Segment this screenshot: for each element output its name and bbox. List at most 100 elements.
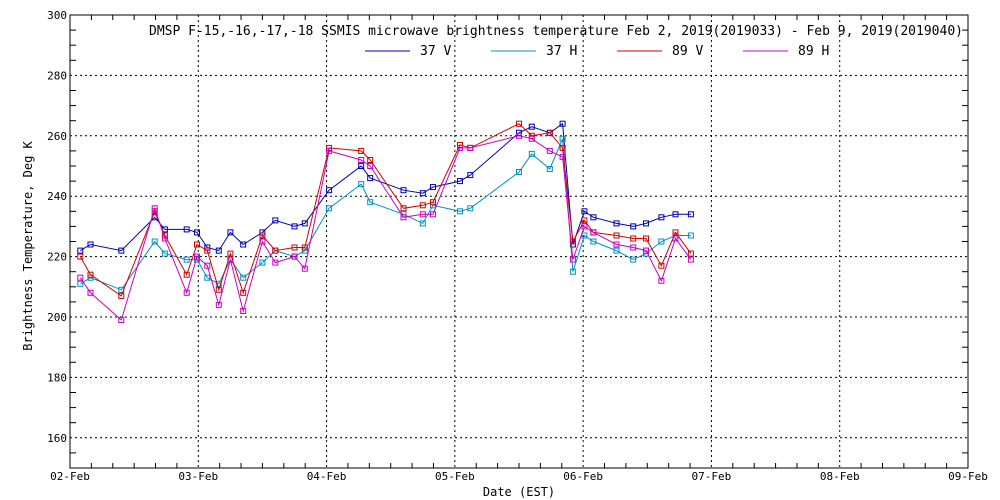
y-axis-title: Brightness Temperature, Deg K [21, 140, 35, 350]
data-point-89-v [672, 229, 679, 236]
data-point-37-h [613, 247, 620, 254]
data-point-37-v [643, 220, 649, 227]
data-point-37-h [581, 232, 588, 239]
data-point-37-v [77, 247, 84, 254]
axis-ticks [70, 15, 968, 468]
data-point-89-h [419, 211, 426, 218]
data-point-89-h [301, 265, 308, 272]
x-tick-label: 04-Feb [307, 470, 347, 483]
data-point-37-v [227, 229, 234, 236]
y-tick-label: 180 [47, 371, 67, 384]
tick-labels: 02-Feb 03-Feb 04-Feb 05-Feb 06-Feb 07-Feb 08-F… [47, 9, 988, 483]
data-point-37-v [204, 244, 211, 251]
data-point-37-h [457, 208, 463, 215]
legend-label-37-v: 37 V [420, 44, 451, 59]
legend-label-89-v: 89 V [672, 44, 703, 59]
data-point-89-v [183, 271, 190, 278]
data-point-37-h [301, 247, 308, 254]
x-tick-label: 05-Feb [435, 470, 475, 483]
data-point-37-h [569, 268, 576, 275]
series-group [77, 120, 694, 323]
data-point-89-h [77, 274, 84, 281]
data-point-89-h [467, 144, 474, 151]
data-point-89-v [204, 247, 211, 254]
data-point-89-h [215, 301, 222, 308]
data-point-89-h [613, 241, 620, 248]
data-point-89-v [613, 232, 620, 239]
data-point-89-h [259, 238, 266, 245]
data-point-89-v [301, 244, 308, 251]
data-point-89-h [658, 277, 665, 284]
data-point-37-v [326, 187, 333, 194]
data-point-37-h [590, 238, 597, 245]
data-point-37-h [151, 238, 158, 245]
x-tick-label: 07-Feb [692, 470, 732, 483]
data-point-89-h [151, 205, 158, 212]
data-point-37-h [559, 135, 566, 142]
data-point-89-v [419, 202, 426, 209]
data-point-89-h [546, 147, 553, 154]
data-point-37-v [87, 241, 94, 248]
data-point-89-v [430, 199, 436, 206]
y-tick-label: 260 [47, 130, 67, 143]
data-point-89-h [516, 132, 522, 139]
data-point-89-h [204, 262, 211, 269]
data-point-89-h [528, 135, 535, 142]
legend: 37 V 37 H 89 V 89 H [365, 44, 829, 59]
data-point-37-v [358, 163, 365, 169]
data-point-89-v [358, 147, 365, 154]
data-point-37-v [118, 247, 125, 254]
data-point-37-v [367, 175, 374, 182]
data-point-89-h [581, 223, 588, 230]
data-point-89-v [400, 205, 407, 212]
data-point-89-v [272, 247, 279, 254]
y-tick-label: 220 [47, 251, 67, 264]
data-point-37-v [430, 184, 436, 191]
data-point-37-h [467, 205, 474, 212]
grid-lines [70, 15, 968, 468]
data-point-89-h [630, 244, 637, 251]
data-point-37-v [183, 226, 190, 233]
data-point-89-h [367, 163, 374, 169]
data-point-37-v [467, 172, 474, 179]
data-point-89-h [272, 259, 279, 266]
data-point-37-h [630, 256, 637, 263]
data-point-37-v [528, 123, 535, 130]
data-point-37-v [687, 211, 694, 218]
data-point-89-h [291, 253, 298, 260]
y-tick-label: 300 [47, 9, 67, 22]
data-point-89-v [87, 271, 94, 278]
data-point-37-v [400, 187, 407, 194]
x-tick-label: 08-Feb [820, 470, 860, 483]
data-point-37-h [367, 199, 374, 206]
data-point-89-h [358, 157, 365, 163]
data-point-37-h [259, 259, 266, 266]
data-point-89-v [291, 244, 298, 251]
data-point-89-v [569, 238, 576, 245]
data-point-89-v [581, 217, 588, 224]
data-point-89-v [630, 235, 637, 242]
data-point-89-h [183, 289, 190, 296]
data-point-89-v [227, 250, 234, 257]
data-point-37-v [630, 223, 637, 230]
data-point-37-v [457, 178, 463, 185]
legend-label-89-h: 89 H [798, 44, 829, 59]
series-line-89-v [79, 123, 692, 297]
data-point-37-v [559, 120, 566, 127]
data-point-37-v [419, 190, 426, 197]
plot-frame [69, 14, 969, 469]
data-point-37-v [590, 214, 597, 221]
data-point-89-v [240, 289, 247, 296]
data-point-89-h [569, 256, 576, 263]
data-point-89-v [215, 286, 222, 293]
data-point-37-v [581, 208, 588, 215]
data-point-89-v [259, 232, 266, 239]
data-point-89-h [118, 317, 125, 323]
data-point-89-h [687, 256, 694, 263]
data-point-89-v [643, 235, 649, 242]
data-point-37-v [672, 211, 679, 218]
y-tick-label: 200 [47, 311, 67, 324]
data-point-37-h [516, 169, 522, 175]
